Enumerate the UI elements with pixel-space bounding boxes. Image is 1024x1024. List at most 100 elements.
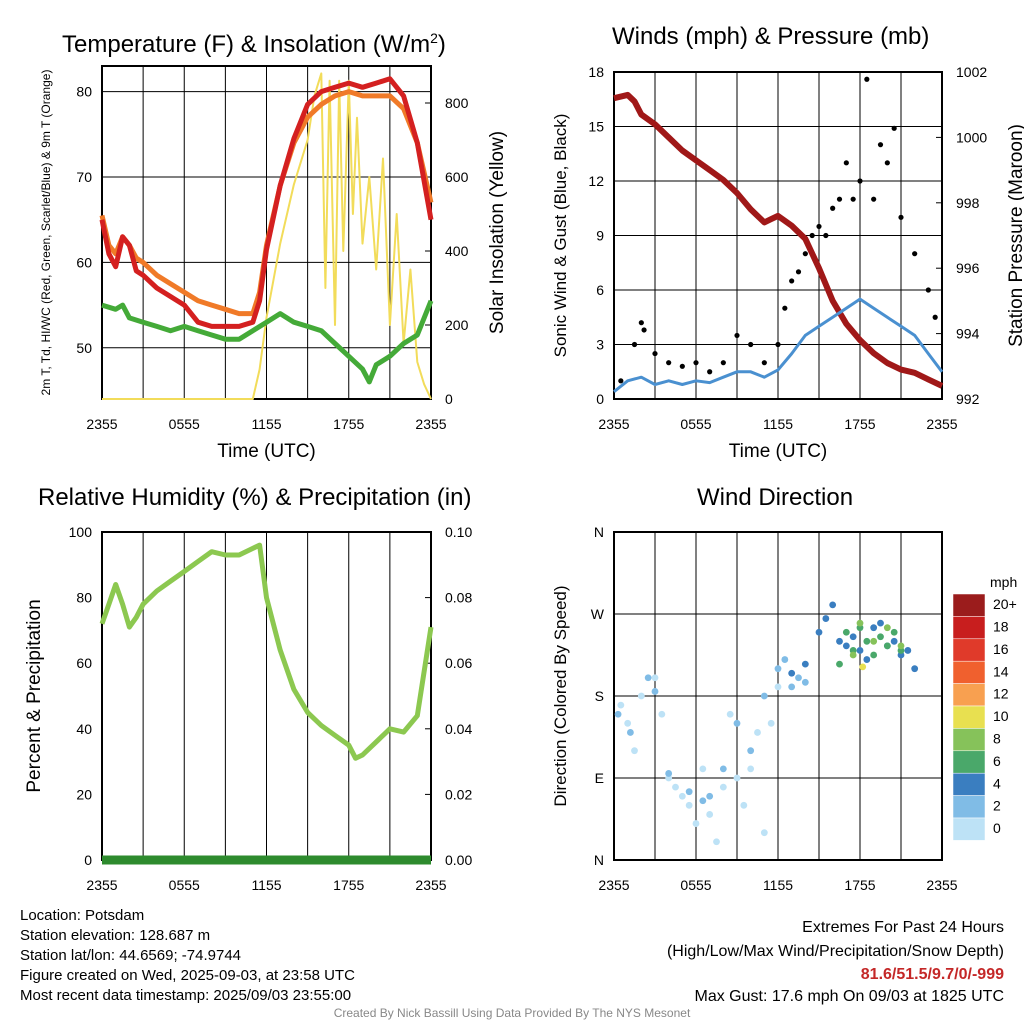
- direction-point: [665, 770, 673, 777]
- gust-point: [720, 360, 726, 366]
- direction-point: [836, 660, 843, 668]
- y-right-tick-label: 996: [956, 260, 980, 276]
- direction-point: [870, 637, 878, 645]
- gust-point: [652, 350, 658, 357]
- y-tick-label: 60: [76, 655, 92, 671]
- x-tick-label: 2355: [598, 877, 629, 893]
- wind-direction-panel: 2355 0555 1155 1755 2355 N E S W N Direction (Colo…: [551, 524, 958, 893]
- direction-point: [719, 765, 727, 773]
- gust-point: [871, 196, 877, 202]
- gust-point: [891, 125, 897, 131]
- direction-point: [897, 642, 905, 650]
- direction-point: [815, 628, 823, 636]
- series-line-dewpoint: [101, 299, 434, 385]
- x-tick-label: 2355: [86, 877, 117, 893]
- direction-point: [774, 683, 782, 691]
- direction-point: [883, 624, 891, 632]
- y-right-tick-label: 1000: [956, 129, 987, 145]
- direction-point: [849, 633, 857, 641]
- direction-point: [890, 637, 898, 645]
- gust-point: [857, 178, 863, 184]
- legend-swatch: [952, 593, 986, 617]
- y-tick-label: 0: [84, 852, 92, 868]
- station-latlon: Station lat/lon: 44.6569; -74.9744: [20, 947, 242, 964]
- direction-point: [849, 651, 857, 659]
- gust-point: [795, 269, 802, 275]
- extremes-subtitle: (High/Low/Max Wind/Precipitation/Snow De…: [666, 943, 1004, 960]
- plot-frame: [613, 71, 943, 400]
- extremes-title: Extremes For Past 24 Hours: [802, 919, 1004, 936]
- gust-point: [707, 369, 713, 375]
- y-tick-label: 18: [588, 64, 604, 80]
- series-line-wind: [613, 297, 944, 393]
- legend-swatch: [952, 638, 986, 662]
- x-tick-label: 2355: [926, 416, 957, 432]
- direction-point: [788, 669, 796, 677]
- x-tick-label: 2355: [415, 877, 446, 893]
- legend-label: 0: [993, 820, 1001, 836]
- direction-point: [617, 701, 625, 709]
- gust-point: [631, 341, 638, 348]
- direction-point: [672, 783, 679, 791]
- direction-point: [685, 788, 693, 796]
- direction-point: [829, 601, 837, 609]
- legend-label: 4: [993, 775, 1001, 791]
- direction-point: [651, 674, 659, 682]
- y-right-axis-label: Station Pressure (Maroon): [1006, 124, 1024, 347]
- x-tick-label: 2355: [598, 416, 629, 432]
- series-line-pressure: [613, 91, 944, 389]
- direction-point: [637, 692, 645, 700]
- y-tick-label: 15: [588, 119, 604, 135]
- direction-point: [883, 642, 891, 650]
- direction-point: [644, 674, 652, 682]
- y-right-tick-label: 800: [445, 95, 469, 111]
- y-right-tick-label: 994: [956, 326, 980, 342]
- gust-point: [641, 327, 647, 333]
- gust-point: [932, 314, 938, 320]
- station-elevation: Station elevation: 128.687 m: [20, 927, 211, 944]
- temperature-title-sup: 2: [430, 30, 438, 46]
- gust-point: [830, 205, 836, 211]
- x-axis-label: Time (UTC): [729, 441, 828, 462]
- y-axis-label: Sonic Wind & Gust (Blue, Black): [551, 114, 570, 358]
- direction-point: [678, 792, 686, 800]
- legend-title: mph: [990, 574, 1017, 590]
- max-gust: Max Gust: 17.6 mph On 09/03 at 1825 UTC: [694, 988, 1005, 1005]
- x-tick-label: 0555: [680, 877, 711, 893]
- x-tick-label: 2355: [86, 416, 117, 432]
- y-right-tick-label: 998: [956, 195, 980, 211]
- series-line-air_temp: [99, 76, 434, 329]
- gust-point: [898, 214, 904, 220]
- x-tick-label: 1155: [251, 416, 281, 432]
- y-right-tick-label: 992: [956, 391, 980, 407]
- direction-point: [740, 801, 748, 809]
- wind-speed-legend: mph 20+ 18 16 14 12 10 8 6 4 2 0: [952, 574, 1017, 841]
- legend-label: 2: [993, 798, 1001, 814]
- direction-point: [842, 642, 850, 650]
- y-right-tick-label: 400: [445, 243, 469, 259]
- figure-created: Figure created on Wed, 2025-09-03, at 23…: [20, 967, 355, 984]
- legend-swatch: [952, 728, 986, 752]
- direction-point: [706, 792, 714, 800]
- x-tick-label: 2355: [926, 877, 957, 893]
- y-tick-label: 20: [76, 786, 92, 802]
- x-tick-label: 2355: [415, 416, 446, 432]
- gust-point: [843, 160, 849, 166]
- y-tick-label: 70: [76, 169, 92, 185]
- direction-point: [733, 719, 741, 727]
- legend-label: 18: [993, 618, 1009, 634]
- direction-point: [859, 663, 867, 671]
- direction-point: [658, 710, 666, 718]
- y-tick-label: E: [595, 770, 604, 786]
- direction-point: [904, 647, 912, 654]
- y-right-tick-label: 1002: [956, 64, 987, 80]
- direction-point: [631, 747, 638, 755]
- y-right-axis-label: Solar Insolation (Yellow): [487, 131, 508, 334]
- y-tick-label: 9: [596, 228, 604, 244]
- series-line-rh: [99, 542, 434, 761]
- direction-point: [747, 747, 755, 755]
- direction-point: [699, 765, 707, 773]
- legend-label: 8: [993, 730, 1001, 746]
- legend-label: 6: [993, 753, 1001, 769]
- y-tick-label: N: [594, 524, 604, 540]
